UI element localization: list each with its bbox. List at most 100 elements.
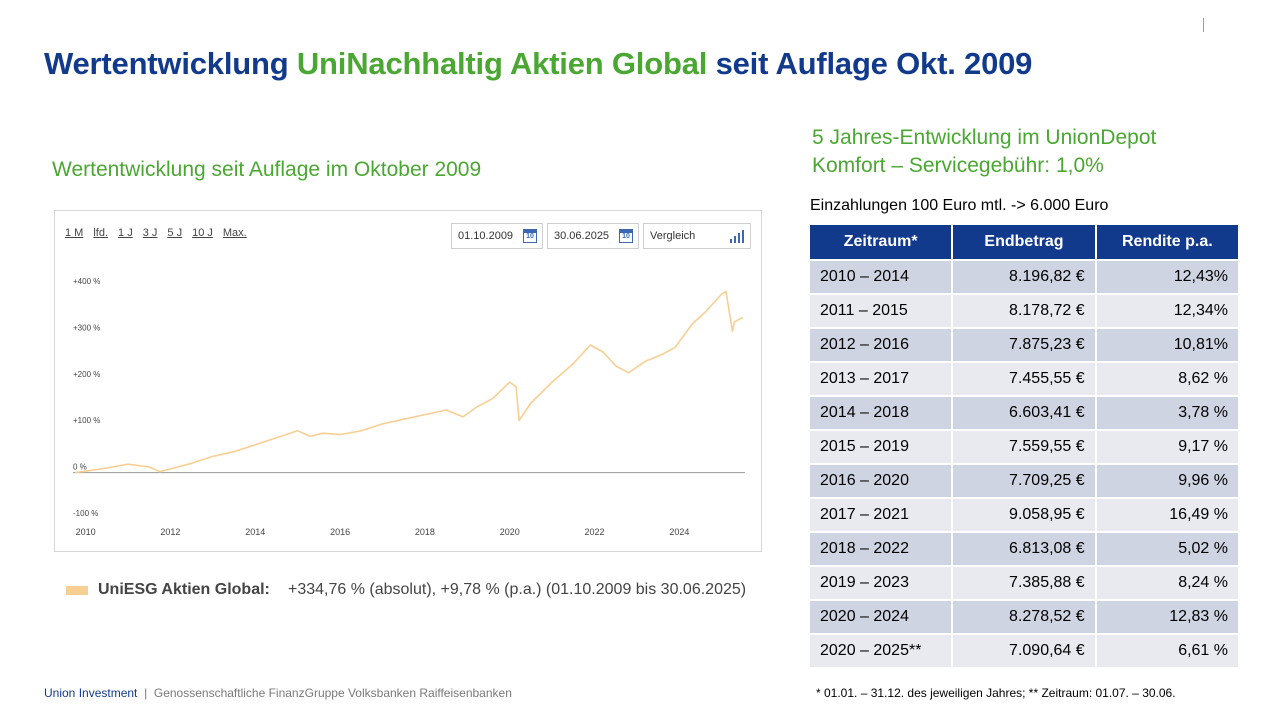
x-tick-label: 2016: [330, 527, 350, 537]
cell-end-amount: 7.559,55 €: [951, 429, 1097, 465]
cell-end-amount: 9.058,95 €: [951, 497, 1097, 533]
cell-period: 2017 – 2021: [807, 497, 954, 533]
page-title: Wertentwicklung UniNachhaltig Aktien Glo…: [44, 46, 1032, 82]
cell-return: 9,96 %: [1094, 463, 1241, 499]
cell-end-amount: 6.813,08 €: [951, 531, 1097, 567]
cell-return: 12,83 %: [1094, 599, 1241, 635]
footer-brand-line: Union Investment | Genossenschaftliche F…: [44, 686, 512, 700]
cell-end-amount: 7.385,88 €: [951, 565, 1097, 601]
performance-table: Zeitraum* Endbetrag Rendite p.a. 2010 – …: [807, 223, 1241, 669]
table-row: 2020 – 2025** 7.090,64 €6,61 %: [807, 633, 1241, 669]
series-line-0: [74, 290, 744, 474]
footer-separator: |: [144, 686, 148, 700]
col-header-return: Rendite p.a.: [1094, 223, 1241, 261]
calendar-icon[interactable]: 10: [523, 229, 537, 243]
table-section-heading: 5 Jahres-Entwicklung im UnionDepot Komfo…: [812, 124, 1156, 180]
x-tick-label: 2022: [585, 527, 605, 537]
x-tick-label: 2014: [245, 527, 265, 537]
range-tab-10y[interactable]: 10 J: [192, 227, 213, 239]
footer-group: Genossenschaftliche FinanzGruppe Volksba…: [153, 686, 512, 700]
date-from-input[interactable]: 01.10.2009 10: [451, 223, 543, 249]
cell-period: 2019 – 2023: [807, 565, 954, 601]
table-row: 2014 – 2018 6.603,41 €3,78 %: [807, 395, 1241, 431]
cell-end-amount: 7.875,23 €: [951, 327, 1097, 363]
date-to-value: 30.06.2025: [554, 230, 610, 242]
range-tab-1y[interactable]: 1 J: [118, 227, 133, 239]
cell-end-amount: 6.603,41 €: [951, 395, 1097, 431]
cell-return: 3,78 %: [1094, 395, 1241, 431]
table-row: 2011 – 2015 8.178,72 €12,34%: [807, 293, 1241, 329]
cell-period: 2010 – 2014: [807, 259, 954, 295]
title-fund-name: UniNachhaltig Aktien Global: [296, 46, 708, 81]
table-row: 2013 – 2017 7.455,55 €8,62 %: [807, 361, 1241, 397]
compare-label: Vergleich: [650, 230, 696, 242]
table-row: 2010 – 2014 8.196,82 €12,43%: [807, 259, 1241, 295]
range-tabs: 1 M lfd. 1 J 3 J 5 J 10 J Max.: [65, 227, 247, 239]
cell-end-amount: 8.196,82 €: [951, 259, 1097, 295]
chart-plot: +400 % +300 % +200 % +100 % 0 % -100 % 2010 201…: [73, 277, 745, 537]
footer-brand: Union Investment: [44, 686, 138, 700]
cell-end-amount: 7.709,25 €: [951, 463, 1097, 499]
cell-return: 8,24 %: [1094, 565, 1241, 601]
performance-chart-widget: 1 M lfd. 1 J 3 J 5 J 10 J Max. 01.10.200…: [54, 210, 762, 552]
col-header-period: Zeitraum*: [807, 223, 954, 261]
cell-period: 2020 – 2024: [807, 599, 954, 635]
y-tick-label: +300 %: [73, 323, 100, 332]
legend-series-name: UniESG Aktien Global:: [98, 581, 270, 598]
cell-period: 2018 – 2022: [807, 531, 954, 567]
table-heading-line1: 5 Jahres-Entwicklung im UnionDepot: [812, 126, 1157, 149]
cell-period: 2015 – 2019: [807, 429, 954, 465]
x-tick-label: 2018: [415, 527, 435, 537]
range-tab-5y[interactable]: 5 J: [167, 227, 183, 239]
range-tab-ytd[interactable]: lfd.: [93, 227, 109, 239]
deposit-note: Einzahlungen 100 Euro mtl. -> 6.000 Euro: [810, 197, 1109, 214]
chart-section-subtitle: Wertentwicklung seit Auflage im Oktober …: [52, 158, 482, 181]
legend-series-stats: +334,76 % (absolut), +9,78 % (p.a.) (01.…: [288, 581, 747, 598]
top-divider-mark: [1203, 18, 1204, 32]
legend-swatch: [66, 585, 88, 595]
table-row: 2012 – 2016 7.875,23 €10,81%: [807, 327, 1241, 363]
table-row: 2016 – 2020 7.709,25 €9,96 %: [807, 463, 1241, 499]
x-tick-label: 2012: [160, 527, 180, 537]
table-row: 2019 – 2023 7.385,88 €8,24 %: [807, 565, 1241, 601]
table-header-row: Zeitraum* Endbetrag Rendite p.a.: [807, 223, 1241, 261]
table-row: 2018 – 2022 6.813,08 €5,02 %: [807, 531, 1241, 567]
cell-end-amount: 7.455,55 €: [951, 361, 1097, 397]
table-heading-line2: Komfort – Servicegebühr: 1,0%: [812, 154, 1104, 177]
table-row: 2020 – 2024 8.278,52 €12,83 %: [807, 599, 1241, 635]
date-from-value: 01.10.2009: [458, 230, 514, 242]
x-tick-label: 2024: [669, 527, 689, 537]
y-tick-label: 0 %: [73, 463, 87, 472]
title-part1: Wertentwicklung: [44, 46, 297, 81]
cell-end-amount: 7.090,64 €: [951, 633, 1097, 669]
cell-period: 2012 – 2016: [807, 327, 954, 363]
cell-return: 9,17 %: [1094, 429, 1241, 465]
cell-period: 2014 – 2018: [807, 395, 954, 431]
table-row: 2015 – 2019 7.559,55 €9,17 %: [807, 429, 1241, 465]
y-tick-label: +200 %: [73, 370, 100, 379]
range-tab-3y[interactable]: 3 J: [142, 227, 158, 239]
table-row: 2017 – 2021 9.058,95 €16,49 %: [807, 497, 1241, 533]
range-tab-1m[interactable]: 1 M: [65, 227, 84, 239]
title-part2: seit Auflage Okt. 2009: [707, 46, 1033, 81]
cell-return: 10,81%: [1094, 327, 1241, 363]
range-tab-max[interactable]: Max.: [222, 227, 247, 239]
cell-period: 2011 – 2015: [807, 293, 954, 329]
cell-end-amount: 8.178,72 €: [951, 293, 1097, 329]
y-tick-label: +400 %: [73, 277, 100, 286]
bar-chart-icon: [730, 230, 744, 243]
cell-return: 5,02 %: [1094, 531, 1241, 567]
cell-end-amount: 8.278,52 €: [951, 599, 1097, 635]
col-header-end-amount: Endbetrag: [951, 223, 1097, 261]
date-to-input[interactable]: 30.06.2025 10: [547, 223, 639, 249]
cell-period: 2020 – 2025**: [807, 633, 954, 669]
cell-return: 6,61 %: [1094, 633, 1241, 669]
cell-return: 8,62 %: [1094, 361, 1241, 397]
footnote: * 01.01. – 31.12. des jeweiligen Jahres;…: [816, 686, 1176, 700]
y-tick-label: -100 %: [73, 509, 98, 518]
x-tick-label: 2020: [500, 527, 520, 537]
compare-button[interactable]: Vergleich: [643, 223, 751, 249]
calendar-icon[interactable]: 10: [619, 229, 633, 243]
cell-period: 2016 – 2020: [807, 463, 954, 499]
cell-return: 12,43%: [1094, 259, 1241, 295]
